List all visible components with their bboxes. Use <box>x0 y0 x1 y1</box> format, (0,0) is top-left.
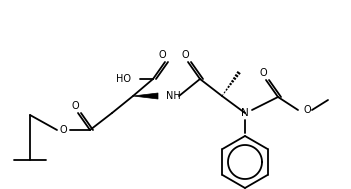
Text: O: O <box>181 50 189 60</box>
Polygon shape <box>133 93 158 99</box>
Text: N: N <box>241 108 249 118</box>
Text: O: O <box>71 101 79 111</box>
Text: O: O <box>59 125 67 135</box>
Text: O: O <box>158 50 166 60</box>
Text: O: O <box>304 105 312 115</box>
Text: HO: HO <box>116 74 131 84</box>
Text: NH: NH <box>166 91 181 101</box>
Text: O: O <box>259 68 267 78</box>
